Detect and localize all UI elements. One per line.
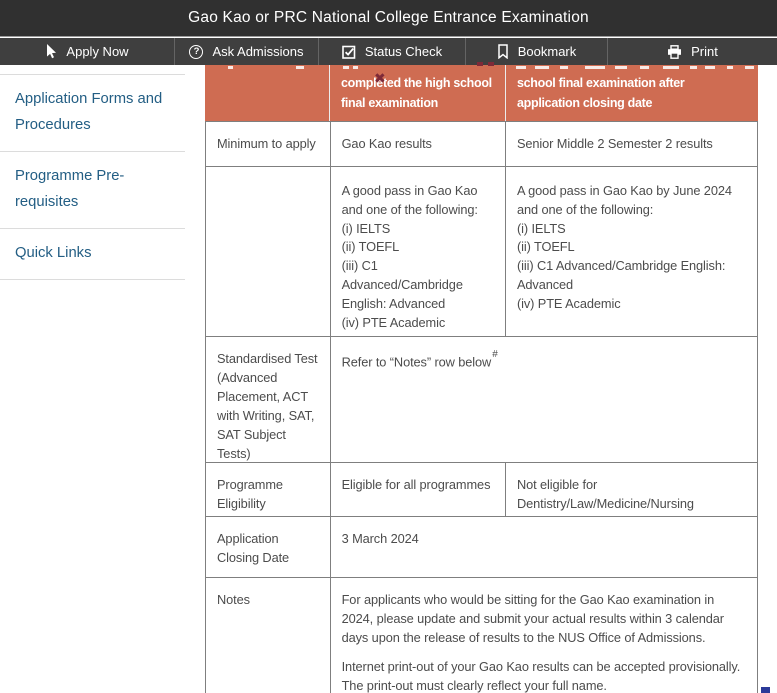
checkbox-check-icon bbox=[342, 45, 356, 59]
notes-paragraph: Internet print-out of your Gao Kao resul… bbox=[341, 659, 741, 693]
hash-superscript: # bbox=[492, 349, 498, 360]
row-label: Standardised Test (Advanced Placement, A… bbox=[206, 337, 331, 462]
row-label: Programme Eligibility bbox=[206, 463, 331, 516]
page-header: Gao Kao or PRC National College Entrance… bbox=[0, 0, 777, 37]
nav-label: Bookmark bbox=[517, 44, 577, 59]
nav-label: Status Check bbox=[364, 44, 443, 59]
header-cell-completed-exam: completed the high school final examinat… bbox=[330, 65, 506, 121]
nav-label: Ask Admissions bbox=[212, 44, 304, 59]
table-row-notes: Notes For applicants who would be sittin… bbox=[205, 578, 758, 693]
page-title: Gao Kao or PRC National College Entrance… bbox=[188, 9, 589, 26]
bookmark-button[interactable]: Bookmark bbox=[465, 38, 607, 65]
header-cell-empty bbox=[205, 65, 330, 121]
cell-good-pass-requirements: A good pass in Gao Kao and one of the fo… bbox=[331, 167, 506, 336]
print-button[interactable]: Print bbox=[607, 38, 777, 65]
printer-icon bbox=[667, 44, 682, 59]
table-row-english-requirements: A good pass in Gao Kao and one of the fo… bbox=[205, 167, 758, 337]
admissions-criteria-table: completed the high school final examinat… bbox=[205, 65, 758, 693]
row-label: Application Closing Date bbox=[206, 517, 331, 577]
cell-eligible-all: Eligible for all programmes bbox=[331, 463, 506, 516]
sidebar-link-application-forms-and-procedures[interactable]: Application Forms and Procedures bbox=[0, 75, 185, 152]
notes-paragraph: For applicants who would be sitting for … bbox=[341, 592, 724, 645]
cell-notes-text: For applicants who would be sitting for … bbox=[331, 578, 757, 693]
cell-good-pass-june-requirements: A good pass in Gao Kao by June 2024 and … bbox=[516, 183, 732, 311]
scroll-indicator bbox=[761, 687, 770, 693]
question-circle-icon: ? bbox=[189, 44, 204, 59]
row-label: Notes bbox=[206, 578, 331, 693]
sidebar-divider bbox=[0, 74, 185, 75]
bookmark-icon bbox=[497, 44, 509, 59]
sidebar: Application Forms and Procedures Program… bbox=[0, 65, 195, 280]
cell-closing-date: 3 March 2024 bbox=[341, 531, 419, 546]
cell-gaokao-results: Gao Kao results bbox=[331, 122, 506, 166]
maroon-x-marker-icon: ✖ bbox=[374, 70, 386, 86]
table-row-application-closing-date: Application Closing Date 3 March 2024 bbox=[205, 517, 758, 578]
apply-now-button[interactable]: Apply Now bbox=[0, 38, 174, 65]
table-header-row: completed the high school final examinat… bbox=[205, 65, 758, 122]
ask-admissions-button[interactable]: ? Ask Admissions bbox=[174, 38, 318, 65]
action-toolbar: Apply Now ? Ask Admissions Status Check … bbox=[0, 38, 777, 65]
cell-senior-middle-results: Senior Middle 2 Semester 2 results bbox=[516, 136, 713, 151]
table-row-programme-eligibility: Programme Eligibility Eligible for all p… bbox=[205, 463, 758, 517]
header-cell-after-closing: school final examination after applicati… bbox=[517, 76, 685, 110]
cursor-icon bbox=[45, 44, 57, 59]
row-label: Minimum to apply bbox=[206, 122, 331, 166]
nav-label: Print bbox=[691, 44, 718, 59]
cell-not-eligible: Not eligible for Dentistry/Law/Medicine/… bbox=[516, 477, 694, 511]
table-row-minimum-to-apply: Minimum to apply Gao Kao results Senior … bbox=[205, 122, 758, 167]
cell-refer-to-notes: Refer to “Notes” row below# bbox=[331, 337, 757, 462]
row-label bbox=[206, 167, 331, 336]
refer-notes-text: Refer to “Notes” row below bbox=[341, 354, 492, 370]
nav-label: Apply Now bbox=[66, 44, 129, 59]
sidebar-link-quick-links[interactable]: Quick Links bbox=[0, 229, 185, 280]
status-check-button[interactable]: Status Check bbox=[318, 38, 465, 65]
sidebar-link-programme-pre-requisites[interactable]: Programme Pre-requisites bbox=[0, 152, 185, 229]
table-row-standardised-test: Standardised Test (Advanced Placement, A… bbox=[205, 337, 758, 463]
